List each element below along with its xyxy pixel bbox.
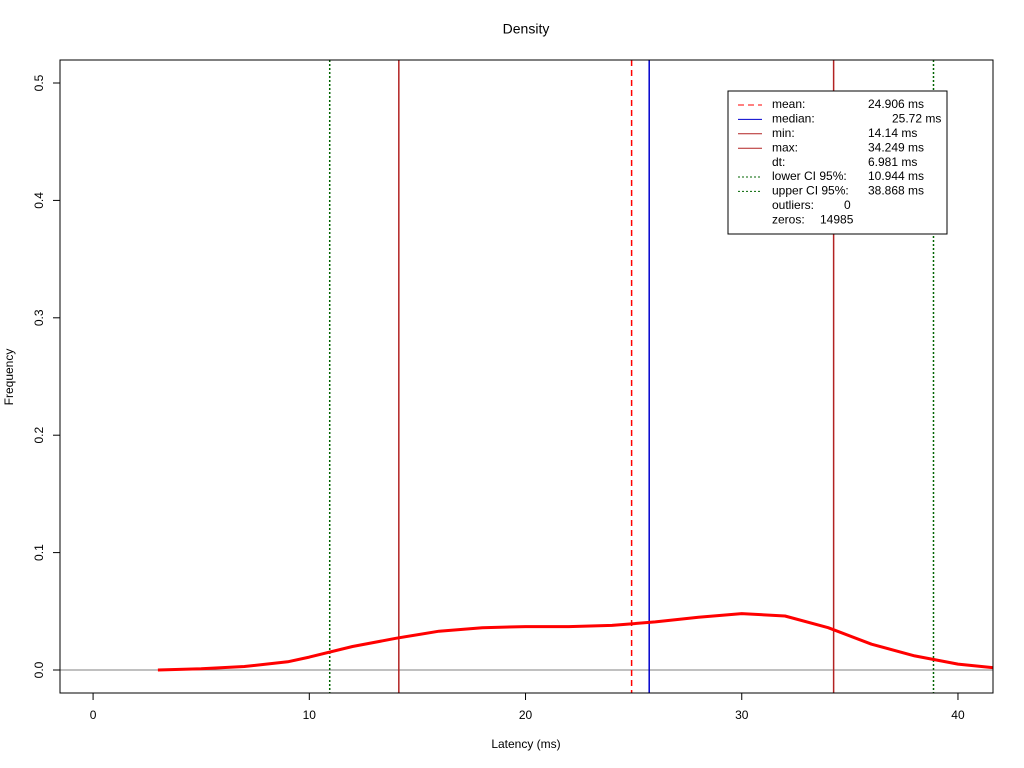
legend-value: 6.981 ms xyxy=(868,155,917,169)
y-tick-label: 0.4 xyxy=(32,192,46,209)
legend-name: lower CI 95%: xyxy=(772,169,847,183)
legend-name: mean: xyxy=(772,97,805,111)
y-tick-label: 0.0 xyxy=(32,661,46,678)
x-tick-label: 40 xyxy=(951,708,965,722)
x-tick-label: 10 xyxy=(303,708,317,722)
legend-name: min: xyxy=(772,126,795,140)
legend-name: dt: xyxy=(772,155,785,169)
legend-value: 14985 xyxy=(820,212,854,226)
legend-box xyxy=(727,90,948,235)
legend-value: 25.72 ms xyxy=(892,112,941,126)
y-tick-label: 0.2 xyxy=(32,427,46,444)
legend-value: 38.868 ms xyxy=(868,184,924,198)
legend-name: max: xyxy=(772,140,798,154)
legend-name: outliers: xyxy=(772,198,814,212)
plot-frame xyxy=(59,59,994,694)
legend-name: median: xyxy=(772,112,815,126)
y-tick-label: 0.3 xyxy=(32,309,46,326)
y-tick-label: 0.1 xyxy=(32,544,46,561)
x-tick-label: 30 xyxy=(735,708,749,722)
chart-title: Density xyxy=(503,21,550,37)
x-tick-label: 20 xyxy=(519,708,533,722)
y-axis-label: Frequency xyxy=(2,349,16,406)
legend-name: zeros: xyxy=(772,212,805,226)
density-line xyxy=(157,612,993,672)
y-tick-label: 0.5 xyxy=(32,74,46,91)
x-tick-label: 0 xyxy=(90,708,97,722)
legend-value: 10.944 ms xyxy=(868,169,924,183)
legend-value: 24.906 ms xyxy=(868,97,924,111)
legend-value: 0 xyxy=(844,198,851,212)
legend-value: 34.249 ms xyxy=(868,140,924,154)
legend-name: upper CI 95%: xyxy=(772,184,849,198)
x-axis-label: Latency (ms) xyxy=(491,737,560,751)
legend-value: 14.14 ms xyxy=(868,126,917,140)
